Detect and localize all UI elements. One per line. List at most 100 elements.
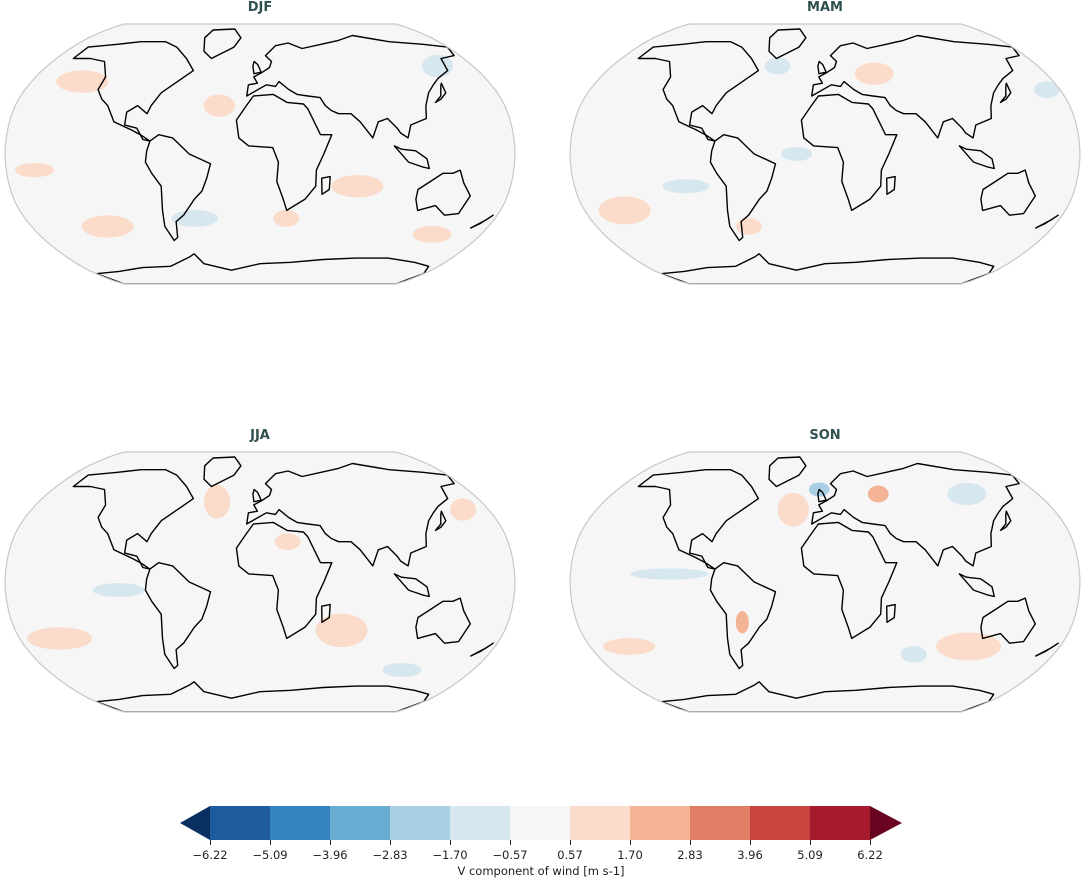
anomaly-region xyxy=(603,638,656,655)
world-map xyxy=(569,451,1081,713)
anomaly-region xyxy=(421,54,454,78)
colorbar-label: V component of wind [m s-1] xyxy=(457,864,625,878)
anomaly-region xyxy=(598,196,651,225)
tick-mark xyxy=(510,840,511,845)
tick-mark xyxy=(450,840,451,845)
coastline-africa xyxy=(235,521,333,640)
anomaly-region xyxy=(936,632,1002,661)
anomaly-region xyxy=(450,498,477,521)
tick-label: 5.09 xyxy=(797,848,823,862)
coastline-indonesia xyxy=(393,573,430,598)
tick-label: −0.57 xyxy=(492,848,528,862)
coastline-greenland xyxy=(768,456,807,488)
anomaly-region xyxy=(867,485,889,503)
coastline-samerica xyxy=(709,134,777,242)
world-map xyxy=(569,23,1081,285)
anomaly-region xyxy=(81,215,134,238)
anomaly-region xyxy=(900,646,927,663)
coastline-samerica xyxy=(709,562,777,670)
anomaly-region xyxy=(56,70,109,93)
anomaly-region xyxy=(777,492,809,527)
coastline-namerica xyxy=(637,469,760,570)
tick-mark xyxy=(210,840,211,845)
anomaly-region xyxy=(203,484,230,519)
coastline-indonesia xyxy=(393,145,430,170)
coastline-madagascar xyxy=(886,603,896,623)
anomaly-region xyxy=(735,218,762,235)
panel-djf: DJF xyxy=(0,0,520,300)
coastline-japan xyxy=(434,510,447,532)
anomaly-region xyxy=(315,613,368,648)
coastline-indonesia xyxy=(958,145,995,170)
anomaly-region xyxy=(854,62,894,85)
tick-mark xyxy=(690,840,691,845)
anomaly-region xyxy=(1033,81,1060,98)
coastline-indonesia xyxy=(958,573,995,598)
coastline-eurasia xyxy=(246,462,455,567)
coastline-uk xyxy=(817,60,827,75)
anomaly-region xyxy=(947,482,987,506)
coastline-namerica xyxy=(72,469,195,570)
map-boundary xyxy=(4,23,516,285)
coastline-madagascar xyxy=(321,603,331,623)
tick-mark xyxy=(270,840,271,845)
map-boundary xyxy=(569,451,1081,713)
coastline-samerica xyxy=(144,134,212,242)
coastline-australia xyxy=(415,597,471,644)
panel-mam: MAM xyxy=(565,0,1082,300)
coastline-africa xyxy=(800,521,898,640)
tick-mark xyxy=(810,840,811,845)
coastline-samerica xyxy=(144,562,212,670)
coastline-greenland xyxy=(768,28,807,60)
coastline-eurasia xyxy=(246,34,455,139)
tick-label: 1.70 xyxy=(617,848,643,862)
anomaly-region xyxy=(764,57,791,75)
coastline-uk xyxy=(252,488,262,503)
world-map xyxy=(4,23,516,285)
tick-label: 3.96 xyxy=(737,848,763,862)
anomaly-region xyxy=(662,179,710,194)
panel-title: MAM xyxy=(807,0,843,15)
coastline-nz xyxy=(470,642,494,657)
coastline-nz xyxy=(1035,214,1059,229)
coastline-japan xyxy=(999,82,1012,104)
tick-label: 2.83 xyxy=(677,848,703,862)
anomaly-region xyxy=(781,147,813,161)
anomaly-region xyxy=(412,225,452,243)
coastline-japan xyxy=(434,82,447,104)
anomaly-region xyxy=(92,583,145,598)
tick-label: 6.22 xyxy=(857,848,883,862)
panel-jja: JJA xyxy=(0,428,520,728)
colorbar xyxy=(180,806,902,840)
colorbar-ticks: −6.22 −5.09 −3.96 −2.83 −1.70 −0.57 0.57 1.70 2.… xyxy=(0,840,1082,862)
anomaly-region xyxy=(735,611,749,634)
coastline-namerica xyxy=(637,41,760,142)
tick-mark xyxy=(750,840,751,845)
anomaly-region xyxy=(14,163,54,178)
anomaly-region xyxy=(171,210,219,227)
coastline-australia xyxy=(415,169,471,216)
tick-label: −5.09 xyxy=(252,848,288,862)
tick-mark xyxy=(870,840,871,845)
anomaly-region xyxy=(27,627,93,650)
tick-mark xyxy=(390,840,391,845)
coastline-eurasia xyxy=(811,34,1020,139)
map-boundary xyxy=(4,451,516,713)
anomaly-region xyxy=(274,533,301,551)
world-map xyxy=(4,451,516,713)
tick-label: −3.96 xyxy=(312,848,348,862)
tick-mark xyxy=(570,840,571,845)
coastline-eurasia xyxy=(811,462,1020,567)
map-boundary xyxy=(569,23,1081,285)
tick-label: −1.70 xyxy=(432,848,468,862)
anomaly-region xyxy=(382,662,422,677)
coastline-uk xyxy=(252,60,262,75)
coastline-africa xyxy=(235,93,333,212)
coastline-madagascar xyxy=(886,175,896,195)
coastline-japan xyxy=(999,510,1012,532)
panel-title: JJA xyxy=(250,428,270,443)
coastline-australia xyxy=(980,169,1036,216)
anomaly-region xyxy=(273,210,300,227)
coastline-namerica xyxy=(72,41,195,142)
anomaly-region xyxy=(630,568,709,580)
